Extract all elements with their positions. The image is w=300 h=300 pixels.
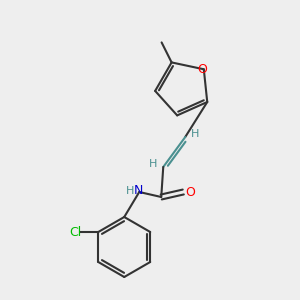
Text: Cl: Cl bbox=[69, 226, 81, 238]
Text: H: H bbox=[126, 186, 134, 196]
Text: N: N bbox=[134, 184, 143, 197]
Text: O: O bbox=[197, 63, 207, 76]
Text: H: H bbox=[149, 159, 158, 169]
Text: H: H bbox=[191, 129, 200, 139]
Text: O: O bbox=[185, 185, 195, 199]
